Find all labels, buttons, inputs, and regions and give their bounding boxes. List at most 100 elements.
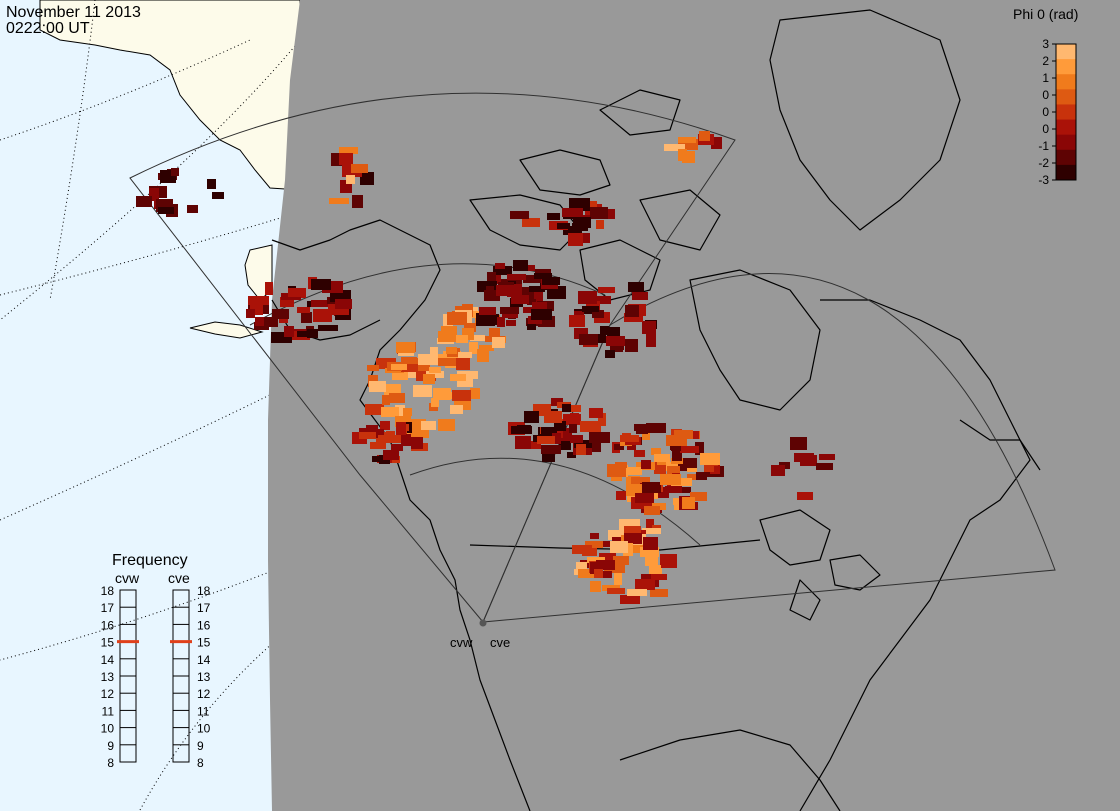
scatter-cell (413, 385, 432, 397)
scatter-cell (469, 342, 478, 354)
scatter-cell (523, 275, 543, 283)
scatter-cell (674, 430, 693, 439)
scatter-cell (645, 556, 658, 566)
scatter-cell (513, 260, 528, 271)
scatter-cell (438, 331, 456, 342)
scatter-cell (589, 408, 603, 418)
colorbar-tick-label: 0 (1042, 122, 1049, 136)
frequency-scales: 18 17 16 15 14 13 12 11 10 9 8 18 17 16 15 14 13 12 11 10 9 8 (101, 584, 211, 770)
scatter-cell (383, 450, 399, 460)
scatter-cell (330, 293, 348, 302)
scatter-cell (246, 309, 255, 318)
scatter-cell (408, 367, 417, 378)
scatter-cell (671, 478, 692, 486)
scatter-cell (136, 196, 152, 207)
scatter-cell (369, 381, 386, 392)
scatter-cell (367, 365, 379, 371)
scatter-cell (418, 354, 438, 365)
scatter-cell (376, 358, 396, 368)
scatter-cell (819, 454, 835, 460)
scatter-cell (598, 287, 615, 293)
scatter-cell (682, 497, 695, 509)
scatter-cell (529, 441, 541, 449)
scatter-cell (625, 305, 639, 317)
scatter-cell (264, 317, 278, 327)
scatter-cell (470, 388, 480, 399)
scatter-cell (335, 299, 352, 309)
scatter-cell (372, 456, 389, 462)
scatter-cell (280, 297, 294, 307)
scatter-cell (572, 545, 592, 554)
scatter-cell (596, 220, 604, 229)
colorbar-tick-label: -2 (1038, 156, 1049, 170)
scatter-cell (423, 374, 435, 384)
scatter-cell (531, 309, 552, 320)
scatter-cell (650, 589, 668, 597)
scatter-cell (678, 139, 698, 150)
scatter-cell (187, 205, 198, 213)
scatter-cell (654, 454, 670, 462)
scatter-cell (248, 296, 269, 305)
scatter-cell (569, 198, 590, 211)
scatter-cell (529, 286, 545, 292)
scatter-cell (207, 179, 216, 189)
scatter-cell (576, 562, 587, 571)
scatter-cell (649, 565, 662, 574)
scatter-cell (624, 533, 642, 544)
scatter-cell (212, 192, 224, 199)
scatter-cell (403, 408, 412, 416)
scatter-cell (522, 218, 540, 227)
scatter-cell (297, 331, 311, 337)
scatter-cell (646, 334, 656, 347)
scatter-cell (682, 487, 691, 493)
colorbar-tick-label: 2 (1042, 54, 1049, 68)
scatter-cell (265, 282, 273, 295)
colorbar-swatch (1056, 89, 1076, 105)
scatter-cell (352, 195, 363, 208)
scatter-cell (644, 506, 660, 515)
scatter-cell (607, 464, 626, 477)
scatter-cell (430, 347, 438, 354)
backscatter-cells (136, 131, 835, 604)
scatter-cell (579, 334, 598, 345)
scatter-cell (614, 444, 624, 450)
scatter-cell (594, 569, 603, 578)
scatter-cell (381, 407, 399, 417)
scatter-cell (396, 422, 406, 435)
radar-fov-outlines (129, 92, 1056, 623)
scatter-cell (797, 492, 813, 500)
frequency-tick-label: 13 (197, 670, 211, 684)
scatter-cell (616, 491, 626, 500)
scatter-cell (311, 300, 328, 307)
scatter-cell (171, 168, 179, 176)
scatter-cell (547, 213, 560, 220)
scatter-cell (447, 312, 467, 325)
scatter-cell (515, 436, 531, 449)
scatter-cell (690, 492, 707, 501)
scatter-cell (527, 299, 536, 305)
scatter-cell (699, 131, 710, 141)
scatter-cell (598, 571, 612, 578)
scatter-cell (643, 537, 658, 550)
frequency-col-cve: cve (168, 570, 190, 586)
scatter-cell (635, 493, 654, 503)
scatter-cell (542, 277, 560, 285)
scatter-cell (711, 137, 722, 149)
scatter-cell (574, 328, 588, 339)
scatter-cell (696, 472, 707, 480)
scatter-cell (642, 528, 661, 534)
scatter-cell (687, 458, 697, 468)
scatter-cell (590, 581, 601, 592)
scatter-cell (541, 445, 561, 454)
frequency-col-cvw: cvw (115, 570, 140, 586)
scatter-cell (678, 149, 687, 161)
scatter-cell (351, 164, 368, 173)
scatter-cell (297, 307, 310, 313)
scatter-cell (563, 414, 581, 425)
colorbar-swatch (1056, 134, 1076, 151)
scatter-cell (580, 421, 601, 432)
scatter-cell (288, 288, 306, 297)
scatter-cell (528, 292, 543, 303)
colorbar-swatch (1056, 119, 1076, 136)
